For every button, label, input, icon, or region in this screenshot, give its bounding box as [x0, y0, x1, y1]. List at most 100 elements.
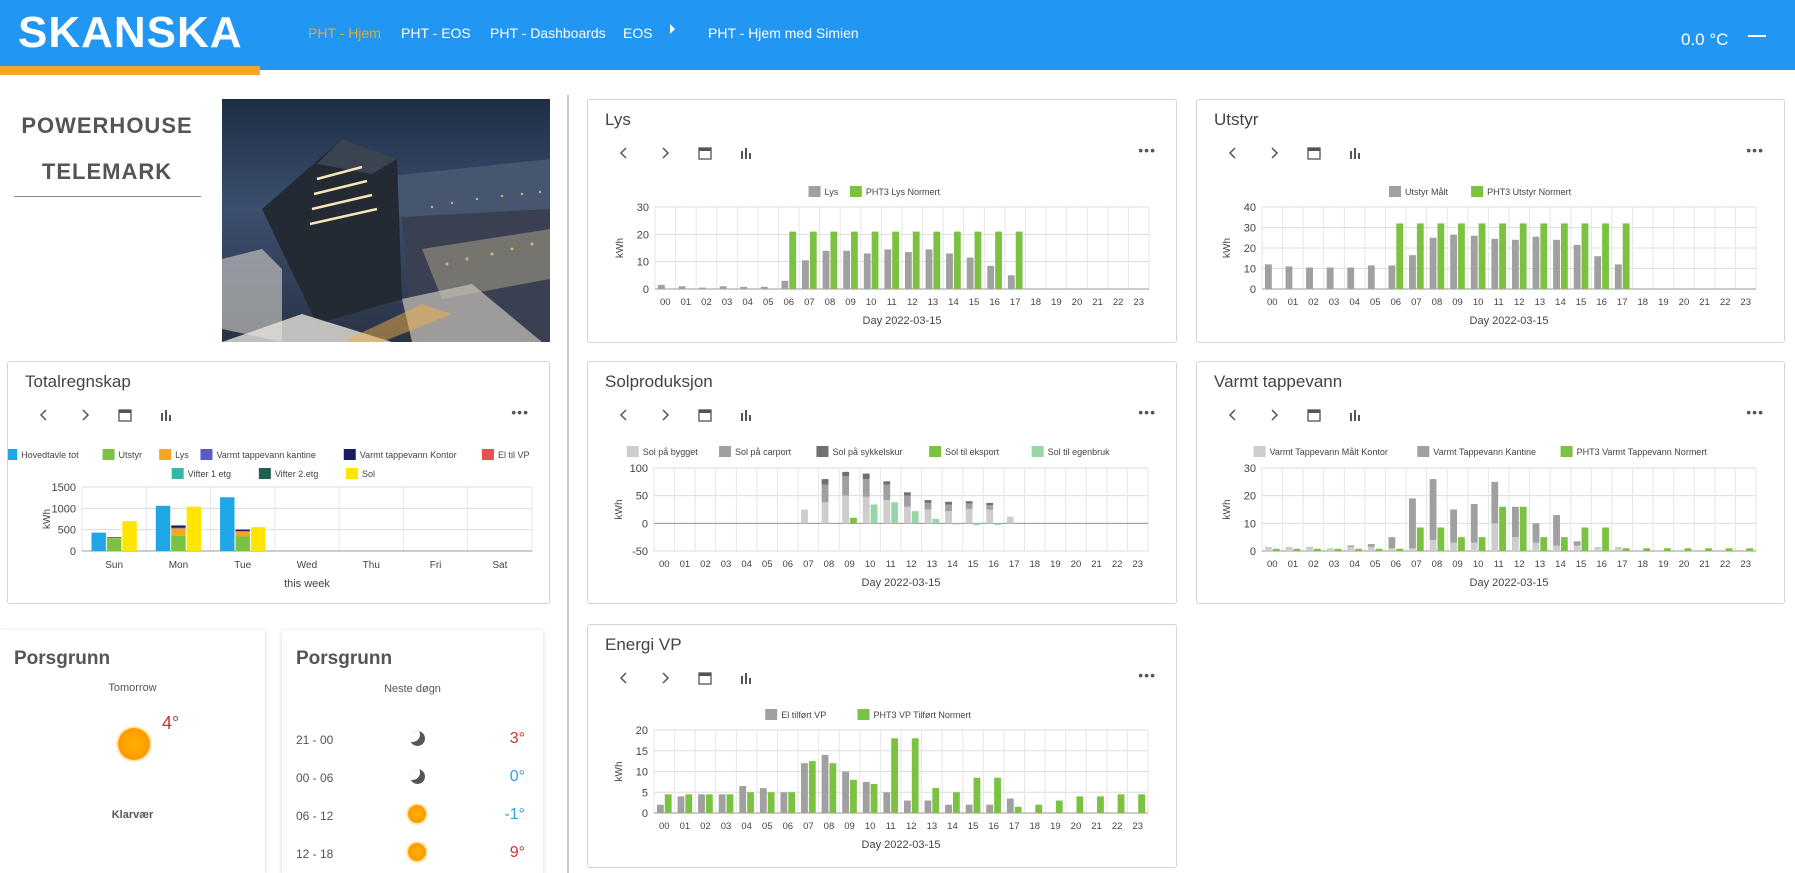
bar: [1643, 548, 1651, 551]
weather-card-tomorrow: Porsgrunn Tomorrow 4° Klarvær: [0, 630, 265, 873]
nav-item-pht-eos[interactable]: PHT - EOS: [401, 25, 471, 41]
x-tick-label: 03: [722, 297, 733, 308]
x-tick-label: 20: [1071, 821, 1082, 832]
bar: [1076, 796, 1084, 813]
calendar-icon[interactable]: [1303, 404, 1325, 426]
nav-item-pht-hjem-med-simien[interactable]: PHT - Hjem med Simien: [708, 25, 859, 41]
bar: [883, 500, 891, 524]
bar: [1553, 515, 1560, 546]
x-tick-label: 08: [1432, 297, 1443, 308]
bar: [1594, 256, 1602, 289]
bar: [1285, 266, 1293, 289]
legend-label: Varmt tappevann kantine: [216, 450, 315, 460]
x-tick-label: 23: [1132, 821, 1143, 832]
bar-chart-icon[interactable]: [1344, 142, 1366, 164]
more-options-icon[interactable]: •••: [1746, 404, 1764, 420]
bar: [1306, 546, 1313, 551]
x-tick-label: 22: [1112, 559, 1123, 570]
next-icon[interactable]: [654, 142, 676, 164]
calendar-icon[interactable]: [694, 142, 716, 164]
bar: [1416, 223, 1424, 289]
legend-swatch: [1417, 446, 1430, 457]
legend-swatch: [626, 446, 639, 457]
nav-item-pht-hjem[interactable]: PHT - Hjem: [308, 25, 381, 41]
bar-chart-icon[interactable]: [735, 404, 757, 426]
prev-icon[interactable]: [1222, 142, 1244, 164]
y-tick-label: 30: [1244, 223, 1256, 235]
prev-icon[interactable]: [1222, 404, 1244, 426]
nav-item-pht-dashboards[interactable]: PHT - Dashboards: [490, 25, 606, 41]
card-title: Lys: [605, 110, 631, 129]
x-tick-label: 00: [660, 297, 671, 308]
bar: [1511, 239, 1519, 289]
x-tick-label: 12: [906, 559, 917, 570]
weather-temperature: 4°: [162, 713, 180, 733]
bar: [809, 231, 817, 289]
bar: [780, 792, 788, 813]
more-options-icon[interactable]: •••: [1138, 667, 1156, 683]
x-tick-label: 08: [825, 297, 836, 308]
bar: [1293, 548, 1301, 551]
next-icon[interactable]: [654, 667, 676, 689]
prev-icon[interactable]: [613, 667, 635, 689]
bar: [1429, 539, 1437, 551]
bar: [1015, 231, 1023, 289]
bar-chart-icon[interactable]: [735, 142, 757, 164]
x-tick-label: 14: [947, 559, 958, 570]
bar: [1313, 548, 1321, 551]
legend-swatch: [719, 446, 732, 457]
more-options-icon[interactable]: •••: [511, 404, 529, 420]
bar: [1560, 537, 1568, 551]
x-tick-label: Fri: [430, 560, 442, 571]
bar-chart-icon[interactable]: [1344, 404, 1366, 426]
bar: [903, 506, 911, 524]
more-options-icon[interactable]: •••: [1138, 142, 1156, 158]
menu-icon[interactable]: [1748, 35, 1766, 37]
bar: [657, 284, 665, 289]
next-icon[interactable]: [74, 404, 96, 426]
x-tick-label: 23: [1132, 559, 1143, 570]
bar: [235, 529, 250, 531]
x-tick-label: 22: [1720, 559, 1731, 570]
nav-item-eos[interactable]: EOS: [623, 25, 653, 41]
more-options-icon[interactable]: •••: [1138, 404, 1156, 420]
bar: [1006, 516, 1014, 524]
bar-chart-icon[interactable]: [155, 404, 177, 426]
more-options-icon[interactable]: •••: [1746, 142, 1764, 158]
bar: [1499, 223, 1507, 289]
bar: [1396, 548, 1404, 551]
calendar-icon[interactable]: [694, 667, 716, 689]
bar: [1416, 527, 1424, 551]
calendar-icon[interactable]: [694, 404, 716, 426]
y-tick-label: 20: [637, 229, 649, 241]
bar: [829, 763, 837, 813]
prev-icon[interactable]: [613, 142, 635, 164]
legend-label: PHT3 VP Tilført Normert: [874, 710, 972, 720]
forecast-time: 12 - 18: [296, 847, 334, 861]
prev-icon[interactable]: [613, 404, 635, 426]
bar: [1458, 537, 1465, 551]
next-icon[interactable]: [1263, 404, 1285, 426]
bar-chart-icon[interactable]: [735, 667, 757, 689]
bar: [946, 253, 953, 289]
bar: [891, 738, 899, 813]
title-divider: [14, 196, 201, 197]
bar: [1602, 223, 1609, 289]
y-tick-label: 500: [58, 525, 76, 537]
bar: [974, 231, 982, 289]
y-axis-label: kWh: [42, 509, 53, 529]
calendar-icon[interactable]: [1303, 142, 1325, 164]
next-icon[interactable]: [1263, 142, 1285, 164]
x-tick-label: 04: [741, 559, 752, 570]
bar: [171, 535, 186, 551]
next-icon[interactable]: [654, 404, 676, 426]
calendar-icon[interactable]: [114, 404, 136, 426]
bar: [1326, 267, 1334, 289]
x-tick-label: 04: [1349, 297, 1360, 308]
x-tick-label: 12: [906, 821, 917, 832]
x-tick-label: 09: [845, 297, 856, 308]
skanska-logo[interactable]: SKANSKA: [18, 8, 243, 57]
prev-icon[interactable]: [33, 404, 55, 426]
chevron-right-icon[interactable]: [669, 22, 677, 39]
bar: [760, 286, 768, 289]
